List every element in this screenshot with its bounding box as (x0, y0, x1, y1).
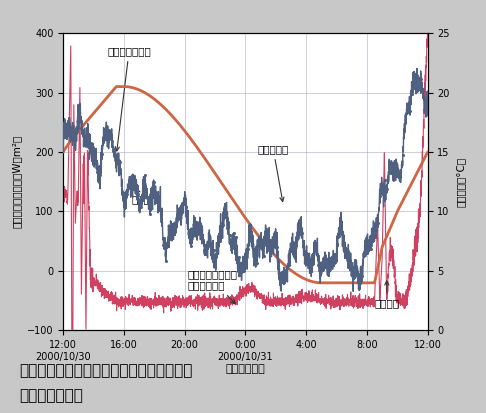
Text: 図３　ハウス内放射収支の変化とレタスの: 図３ ハウス内放射収支の変化とレタスの (19, 363, 193, 378)
Y-axis label: 温　度　（°C）: 温 度 （°C） (455, 157, 466, 207)
Y-axis label: 放射収支熱流束　（W／m²）: 放射収支熱流束 （W／m²） (11, 135, 21, 228)
Text: レタス冷却開始: レタス冷却開始 (107, 46, 151, 151)
Text: 外気温: 外気温 (132, 189, 150, 204)
X-axis label: 時　間（時）: 時 間（時） (226, 365, 265, 375)
Text: ハウス内放射収支
（下向き正）: ハウス内放射収支 （下向き正） (188, 269, 238, 304)
Text: 冷却終了: 冷却終了 (375, 281, 399, 309)
Text: 冷却曲線: 冷却曲線 (19, 388, 83, 403)
Text: レタス品温: レタス品温 (258, 144, 289, 202)
